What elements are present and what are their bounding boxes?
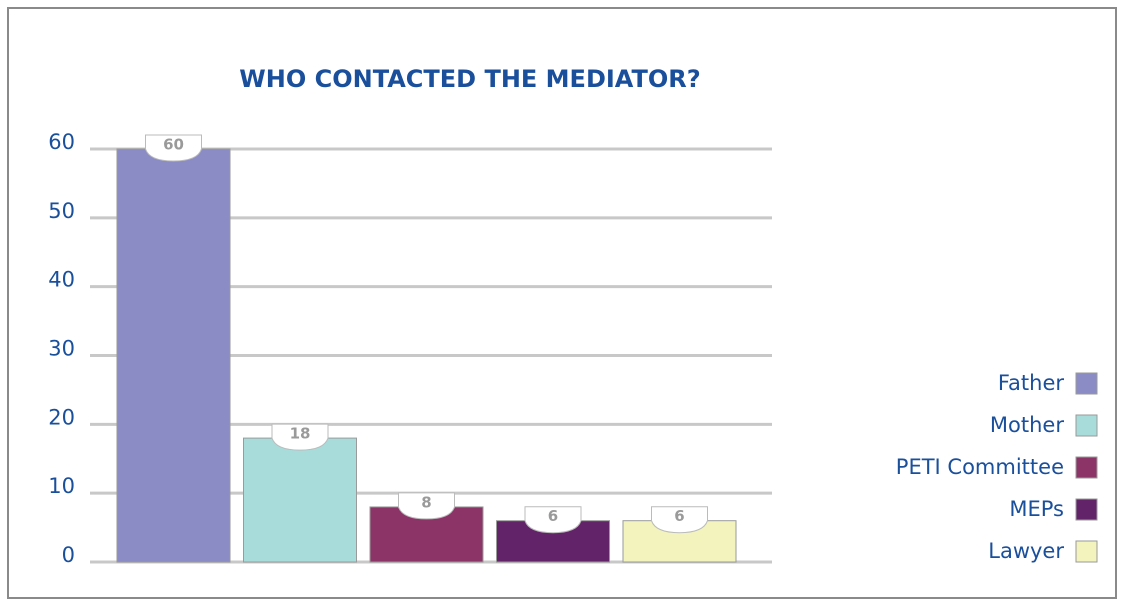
value-label: 8 <box>421 493 431 511</box>
legend-label: MEPs <box>1009 497 1064 521</box>
y-tick-label: 20 <box>48 405 75 429</box>
legend-label: Lawyer <box>988 539 1064 563</box>
y-tick-label: 60 <box>48 130 75 154</box>
value-label: 6 <box>674 507 684 525</box>
legend-label: PETI Committee <box>896 455 1064 479</box>
value-label: 18 <box>290 425 311 443</box>
legend-swatch <box>1075 540 1098 563</box>
y-tick-label: 30 <box>48 337 75 361</box>
value-label-tab <box>271 423 329 451</box>
legend-label: Mother <box>990 413 1064 437</box>
legend-swatch <box>1075 372 1098 395</box>
value-label-tab <box>398 492 455 520</box>
y-tick-label: 40 <box>48 268 75 292</box>
value-label-tab <box>651 506 708 534</box>
value-label-tab <box>145 134 202 162</box>
value-label-tab <box>524 506 582 534</box>
bar <box>243 437 357 563</box>
chart-title: WHO CONTACTED THE MEDIATOR? <box>239 65 700 93</box>
value-label: 60 <box>163 136 184 154</box>
y-tick-label: 50 <box>48 199 75 223</box>
legend-swatch <box>1075 414 1098 437</box>
y-tick-label: 10 <box>48 474 75 498</box>
value-label: 6 <box>548 507 558 525</box>
legend-swatch <box>1075 456 1098 479</box>
bar <box>116 148 231 563</box>
legend-swatch <box>1075 498 1098 521</box>
legend-label: Father <box>998 371 1064 395</box>
y-tick-label: 0 <box>62 543 75 567</box>
